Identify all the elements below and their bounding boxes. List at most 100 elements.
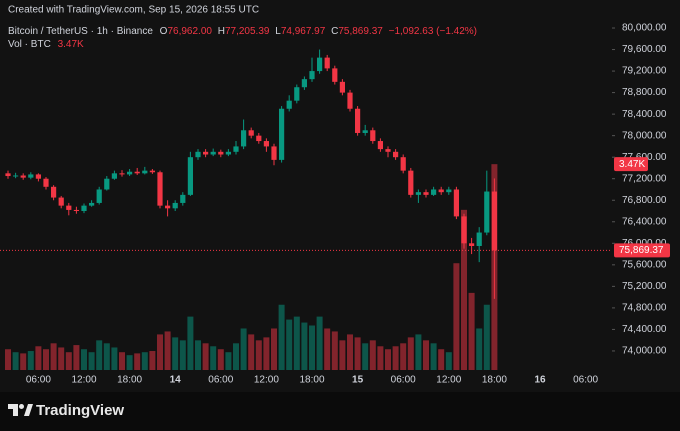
volume-bar: [103, 343, 110, 370]
candle-body: [271, 146, 277, 160]
volume-bar: [468, 292, 475, 370]
volume-bar: [73, 345, 80, 370]
volume-bar: [157, 334, 163, 370]
volume-bar: [271, 328, 277, 370]
x-tick-label: 15: [352, 375, 364, 386]
volume-bar: [309, 325, 315, 370]
volume-bar: [233, 343, 239, 370]
volume-bar: [195, 340, 201, 370]
volume-bar: [415, 334, 422, 370]
candle-body: [362, 130, 368, 133]
y-tick-label: 76,800.00: [622, 195, 667, 206]
legend-value: 75,869.37: [338, 26, 383, 37]
y-tick-label: 76,400.00: [622, 216, 667, 227]
candle-body: [5, 173, 11, 177]
candle-body: [408, 170, 414, 195]
price-tag: [614, 243, 670, 258]
volume-bar: [248, 334, 255, 370]
candle-body: [195, 151, 201, 158]
volume-bar: [324, 328, 331, 370]
volume-bar: [88, 352, 95, 370]
candle-body: [324, 57, 330, 69]
candle-body: [233, 146, 239, 152]
volume-bar: [111, 347, 118, 370]
candle-body: [20, 175, 26, 178]
candle-body: [415, 192, 421, 195]
candle-body: [142, 170, 148, 174]
candle-body: [111, 173, 117, 179]
x-tick-label: 12:00: [254, 375, 279, 386]
candle-body: [309, 71, 315, 80]
candle-body: [248, 130, 254, 136]
x-tick-label: 12:00: [436, 375, 461, 386]
volume-bar: [347, 334, 353, 370]
y-tick-label: 79,600.00: [622, 44, 667, 55]
candle-body: [104, 178, 110, 190]
legend-value: 3.47K: [58, 39, 84, 50]
volume-bar: [339, 340, 346, 370]
volume-bar: [27, 351, 34, 370]
price-tag-label: 75,869.37: [619, 245, 664, 256]
candle-body: [438, 189, 444, 193]
volume-bar: [202, 343, 209, 370]
volume-bar: [461, 209, 467, 370]
candle-body: [256, 135, 262, 142]
candle-body: [370, 130, 376, 142]
legend-value: 76,962.00: [167, 26, 212, 37]
candle-body: [476, 232, 482, 246]
y-tick-label: 79,200.00: [622, 66, 667, 77]
volume-bar: [240, 328, 247, 370]
candle-body: [461, 216, 467, 244]
candle-body: [339, 81, 345, 93]
y-tick-label: 78,400.00: [622, 109, 667, 120]
x-tick-label: 14: [170, 375, 182, 386]
volume-bar: [453, 263, 460, 370]
candle-body: [134, 171, 140, 174]
candle-body: [58, 197, 64, 206]
legend-key: Vol · BTC: [8, 39, 51, 50]
volume-bar: [217, 349, 224, 370]
volume-bar: [12, 352, 19, 370]
volume-bar: [172, 337, 179, 370]
y-tick-label: 77,200.00: [622, 173, 667, 184]
candle-body: [469, 243, 475, 246]
candle-body: [484, 191, 490, 233]
candle-body: [127, 171, 133, 175]
candle-body: [377, 141, 383, 150]
volume-bar: [81, 349, 87, 370]
y-tick-label: 75,600.00: [622, 259, 667, 270]
y-tick-label: 74,000.00: [622, 346, 667, 357]
legend-key: H: [218, 26, 225, 37]
x-tick-label: 18:00: [299, 375, 324, 386]
candle-body: [347, 92, 353, 109]
volume-bar: [210, 346, 217, 370]
x-tick-label: 06:00: [208, 375, 233, 386]
plot-area: 74,000.00 74,400.00 74,800.00 75,200.00 75,6…: [0, 23, 670, 386]
candle-body: [453, 189, 459, 217]
legend-symbol: Bitcoin / TetherUS · 1h · Binance: [8, 26, 153, 37]
volume-bar: [278, 304, 285, 370]
candle-body: [157, 172, 163, 206]
volume-bar: [293, 316, 300, 370]
x-tick-label: 16: [534, 375, 546, 386]
volume-legend: Vol · BTC 3.47K: [8, 39, 84, 50]
volume-bar: [43, 349, 49, 370]
candle-body: [317, 57, 323, 72]
volume-bar: [263, 337, 270, 370]
volume-bar: [58, 347, 65, 370]
x-tick-label: 18:00: [117, 375, 142, 386]
logo-icon: [19, 404, 24, 409]
volume-bar: [255, 340, 262, 370]
candle-body: [119, 173, 125, 175]
candle-body: [423, 192, 429, 195]
candle-body: [446, 189, 452, 193]
candle-body: [43, 178, 49, 187]
candle-body: [241, 130, 247, 147]
y-tick-label: 78,800.00: [622, 87, 667, 98]
volume-bar: [179, 340, 186, 370]
candle-body: [393, 151, 399, 158]
candle-body: [13, 175, 19, 177]
candle-body: [187, 157, 193, 195]
